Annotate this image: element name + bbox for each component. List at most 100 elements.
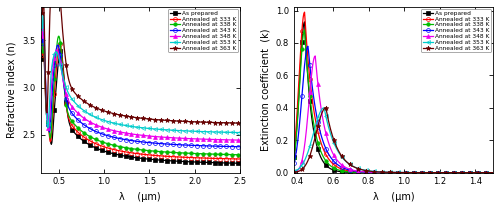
Annealed at 343 K bbox=[237, 145, 243, 148]
X-axis label: λ    (μm): λ (μm) bbox=[120, 192, 161, 202]
Line: As prepared: As prepared bbox=[292, 20, 495, 174]
Annealed at 343 K bbox=[64, 100, 70, 103]
As prepared bbox=[40, 42, 46, 44]
Annealed at 333 K bbox=[460, 171, 466, 174]
Annealed at 348 K bbox=[40, 18, 46, 21]
Annealed at 343 K bbox=[472, 171, 478, 174]
Annealed at 338 K bbox=[64, 106, 70, 109]
Annealed at 363 K bbox=[40, 11, 46, 14]
Annealed at 353 K bbox=[237, 131, 243, 134]
Annealed at 363 K bbox=[104, 111, 110, 113]
As prepared bbox=[64, 106, 70, 108]
As prepared bbox=[410, 171, 416, 174]
Annealed at 348 K bbox=[40, 35, 46, 37]
Line: Annealed at 353 K: Annealed at 353 K bbox=[292, 106, 495, 175]
As prepared bbox=[164, 159, 170, 162]
Annealed at 338 K bbox=[291, 157, 297, 159]
As prepared bbox=[104, 151, 110, 153]
Annealed at 343 K bbox=[182, 144, 188, 146]
Annealed at 348 K bbox=[164, 136, 170, 139]
X-axis label: λ    (μm): λ (μm) bbox=[372, 192, 414, 202]
Annealed at 343 K bbox=[414, 171, 420, 174]
Annealed at 348 K bbox=[410, 171, 416, 174]
As prepared bbox=[490, 171, 496, 174]
Annealed at 363 K bbox=[490, 171, 496, 174]
Annealed at 353 K bbox=[40, 11, 46, 14]
Annealed at 338 K bbox=[182, 152, 188, 154]
Annealed at 343 K bbox=[292, 160, 298, 162]
Annealed at 348 K bbox=[118, 131, 124, 134]
Annealed at 363 K bbox=[164, 119, 170, 122]
Line: Annealed at 333 K: Annealed at 333 K bbox=[292, 10, 495, 175]
Annealed at 353 K bbox=[40, 27, 46, 30]
Annealed at 333 K bbox=[292, 144, 298, 146]
Annealed at 333 K bbox=[184, 156, 190, 159]
Line: Annealed at 348 K: Annealed at 348 K bbox=[292, 54, 495, 175]
Y-axis label: Refractive index (n): Refractive index (n) bbox=[7, 42, 17, 138]
Annealed at 333 K bbox=[237, 158, 243, 160]
Annealed at 338 K bbox=[184, 152, 190, 154]
Annealed at 353 K bbox=[410, 171, 416, 174]
Annealed at 353 K bbox=[184, 130, 190, 132]
Annealed at 363 K bbox=[237, 122, 243, 124]
Annealed at 348 K bbox=[104, 128, 110, 130]
Annealed at 333 K bbox=[291, 150, 297, 152]
Annealed at 363 K bbox=[460, 171, 466, 174]
Annealed at 353 K bbox=[490, 171, 496, 174]
Annealed at 353 K bbox=[414, 171, 420, 174]
Annealed at 338 K bbox=[302, 29, 308, 31]
Annealed at 333 K bbox=[472, 171, 478, 174]
Annealed at 348 K bbox=[460, 171, 466, 174]
Annealed at 338 K bbox=[237, 154, 243, 156]
Annealed at 353 K bbox=[460, 171, 466, 174]
Annealed at 343 K bbox=[164, 143, 170, 145]
Annealed at 348 K bbox=[312, 55, 318, 57]
Annealed at 343 K bbox=[460, 171, 466, 174]
Annealed at 333 K bbox=[104, 147, 110, 149]
Annealed at 333 K bbox=[302, 11, 308, 13]
Annealed at 363 K bbox=[410, 171, 416, 174]
Annealed at 353 K bbox=[410, 171, 416, 174]
Annealed at 338 K bbox=[490, 171, 496, 174]
Annealed at 338 K bbox=[40, 50, 46, 52]
Annealed at 338 K bbox=[410, 171, 416, 174]
Annealed at 353 K bbox=[291, 170, 297, 173]
Annealed at 348 K bbox=[64, 94, 70, 97]
Annealed at 343 K bbox=[490, 171, 496, 174]
As prepared bbox=[118, 154, 124, 157]
Annealed at 363 K bbox=[410, 171, 416, 174]
As prepared bbox=[414, 171, 420, 174]
Annealed at 348 K bbox=[291, 171, 297, 173]
Annealed at 353 K bbox=[164, 129, 170, 131]
As prepared bbox=[40, 58, 46, 61]
Legend: As prepared, Annealed at 333 K, Annealed at 338 K, Annealed at 343 K, Annealed a: As prepared, Annealed at 333 K, Annealed… bbox=[168, 9, 238, 52]
As prepared bbox=[182, 160, 188, 163]
Annealed at 363 K bbox=[118, 114, 124, 116]
Line: Annealed at 353 K: Annealed at 353 K bbox=[40, 10, 241, 135]
Annealed at 343 K bbox=[40, 42, 46, 44]
Annealed at 333 K bbox=[40, 37, 46, 40]
Annealed at 333 K bbox=[64, 107, 70, 109]
Annealed at 348 K bbox=[414, 171, 420, 174]
Annealed at 348 K bbox=[237, 139, 243, 141]
Annealed at 333 K bbox=[410, 171, 416, 174]
Annealed at 333 K bbox=[490, 171, 496, 174]
Line: Annealed at 333 K: Annealed at 333 K bbox=[40, 37, 241, 161]
Line: Annealed at 363 K: Annealed at 363 K bbox=[292, 105, 496, 175]
Annealed at 363 K bbox=[292, 171, 298, 173]
As prepared bbox=[237, 162, 243, 164]
Annealed at 343 K bbox=[305, 45, 311, 47]
Annealed at 343 K bbox=[410, 171, 416, 174]
Annealed at 333 K bbox=[118, 150, 124, 152]
Annealed at 363 K bbox=[291, 171, 297, 174]
Line: Annealed at 363 K: Annealed at 363 K bbox=[40, 0, 242, 126]
As prepared bbox=[302, 21, 308, 23]
Annealed at 348 K bbox=[410, 171, 416, 174]
Annealed at 348 K bbox=[184, 137, 190, 140]
Annealed at 363 K bbox=[184, 120, 190, 123]
Annealed at 338 K bbox=[292, 152, 298, 155]
Annealed at 338 K bbox=[472, 171, 478, 174]
Annealed at 338 K bbox=[460, 171, 466, 174]
As prepared bbox=[291, 156, 297, 159]
Annealed at 333 K bbox=[164, 155, 170, 158]
